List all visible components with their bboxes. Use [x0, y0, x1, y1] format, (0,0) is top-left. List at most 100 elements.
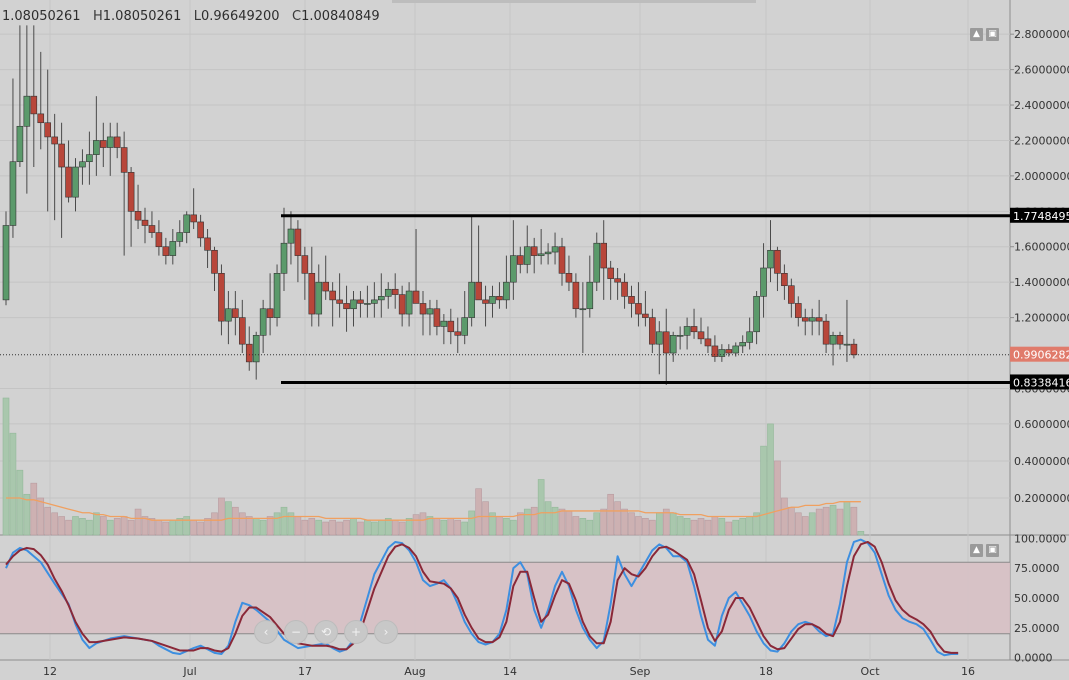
candle-up	[489, 296, 496, 304]
reset-chart-button[interactable]: ⟲	[314, 620, 338, 644]
candle-up	[176, 232, 184, 242]
volume-tick-label: 0.60000000	[1014, 418, 1069, 431]
candle-down	[642, 313, 649, 318]
volume-bar	[106, 519, 114, 536]
candle-down	[600, 242, 608, 269]
volume-bar	[252, 518, 260, 536]
candle-up	[440, 320, 448, 327]
candle-down	[65, 166, 72, 198]
volume-bar	[697, 518, 705, 536]
zoom-in-button[interactable]: +	[344, 620, 368, 644]
volume-bar	[774, 460, 781, 536]
volume-tick-label: 0.20000000	[1014, 492, 1069, 505]
volume-bar	[176, 518, 184, 536]
price-tick-label: 2.40000000	[1014, 99, 1069, 112]
candle-up	[2, 225, 10, 301]
candle-down	[148, 225, 156, 233]
main-pane-controls: ▲ ▣	[970, 28, 999, 41]
candle-down	[232, 308, 239, 318]
stoch-pane-controls: ▲ ▣	[970, 544, 999, 557]
candle-down	[558, 246, 566, 274]
volume-bar	[9, 432, 17, 536]
candle-down	[781, 273, 788, 287]
candle-down	[850, 343, 858, 356]
candle-up	[252, 335, 260, 363]
volume-bar	[468, 510, 475, 536]
candle-down	[37, 113, 45, 124]
stoch-pane-maximize-icon[interactable]: ▣	[986, 544, 999, 557]
candle-up	[461, 317, 469, 336]
candle-up	[315, 281, 323, 315]
volume-bar	[79, 518, 86, 536]
ohlc-low-label: L	[193, 9, 201, 24]
candle-up	[225, 308, 232, 322]
price-tick-label: 2.20000000	[1014, 134, 1069, 147]
ohlc-high-label: H	[92, 9, 103, 24]
volume-bar	[65, 519, 72, 536]
candle-up	[537, 253, 545, 256]
volume-bar	[593, 512, 601, 536]
stochastic-tick-label: 0.0000	[1014, 652, 1053, 665]
candle-up	[655, 331, 663, 345]
volume-bar	[134, 508, 142, 536]
volume-bar	[801, 516, 809, 536]
candle-down	[398, 294, 406, 315]
volume-bar	[565, 510, 573, 536]
pane-maximize-icon[interactable]: ▣	[986, 28, 999, 41]
volume-bar	[669, 512, 677, 536]
volume-bar	[2, 397, 10, 536]
volume-bar	[329, 519, 336, 536]
volume-bar	[530, 506, 538, 536]
candle-down	[204, 237, 211, 251]
time-tick-label: 17	[298, 665, 312, 678]
volume-bar	[357, 521, 364, 536]
volume-bar	[718, 518, 726, 536]
candle-down	[704, 338, 712, 347]
volume-bar	[628, 512, 635, 536]
volume-bar	[44, 506, 52, 536]
volume-bar	[489, 512, 496, 536]
candle-up	[586, 281, 594, 310]
volume-bar	[544, 501, 552, 536]
candle-up	[169, 241, 177, 256]
candle-up	[676, 335, 684, 337]
volume-bar	[239, 512, 246, 536]
candle-down	[308, 273, 316, 315]
candle-up	[843, 343, 851, 346]
candle-down	[614, 278, 621, 283]
candle-down	[211, 249, 218, 274]
volume-bar	[197, 521, 204, 536]
volume-bar	[732, 519, 740, 536]
volume-bar	[655, 512, 663, 536]
candle-down	[697, 331, 705, 340]
candle-down	[496, 296, 503, 301]
candle-down	[628, 296, 635, 304]
candle-up	[767, 249, 774, 269]
candle-up	[364, 303, 371, 305]
volume-bar	[398, 521, 406, 536]
volume-bar	[391, 519, 399, 536]
candle-up	[753, 296, 760, 333]
volume-bar	[850, 506, 858, 536]
volume-bar	[753, 512, 760, 536]
candle-down	[662, 331, 670, 354]
scroll-left-button[interactable]: ‹	[254, 620, 278, 644]
zoom-out-button[interactable]: −	[284, 620, 308, 644]
volume-bar	[572, 516, 580, 536]
volume-bar	[461, 521, 469, 536]
volume-bar	[635, 516, 642, 536]
candle-up	[732, 345, 740, 354]
time-tick-label: 14	[503, 665, 517, 678]
stochastic-d-line	[5, 540, 959, 654]
candle-down	[565, 273, 573, 283]
stoch-pane-move-up-icon[interactable]: ▲	[970, 544, 983, 557]
candle-down	[454, 331, 462, 336]
scroll-right-button[interactable]: ›	[374, 620, 398, 644]
candle-up	[371, 299, 378, 304]
volume-bar	[113, 518, 121, 536]
pane-move-up-icon[interactable]: ▲	[970, 28, 983, 41]
volume-bar	[781, 497, 788, 536]
resistance-price-tag: 1.77484953	[1013, 210, 1069, 223]
candle-down	[774, 249, 781, 274]
